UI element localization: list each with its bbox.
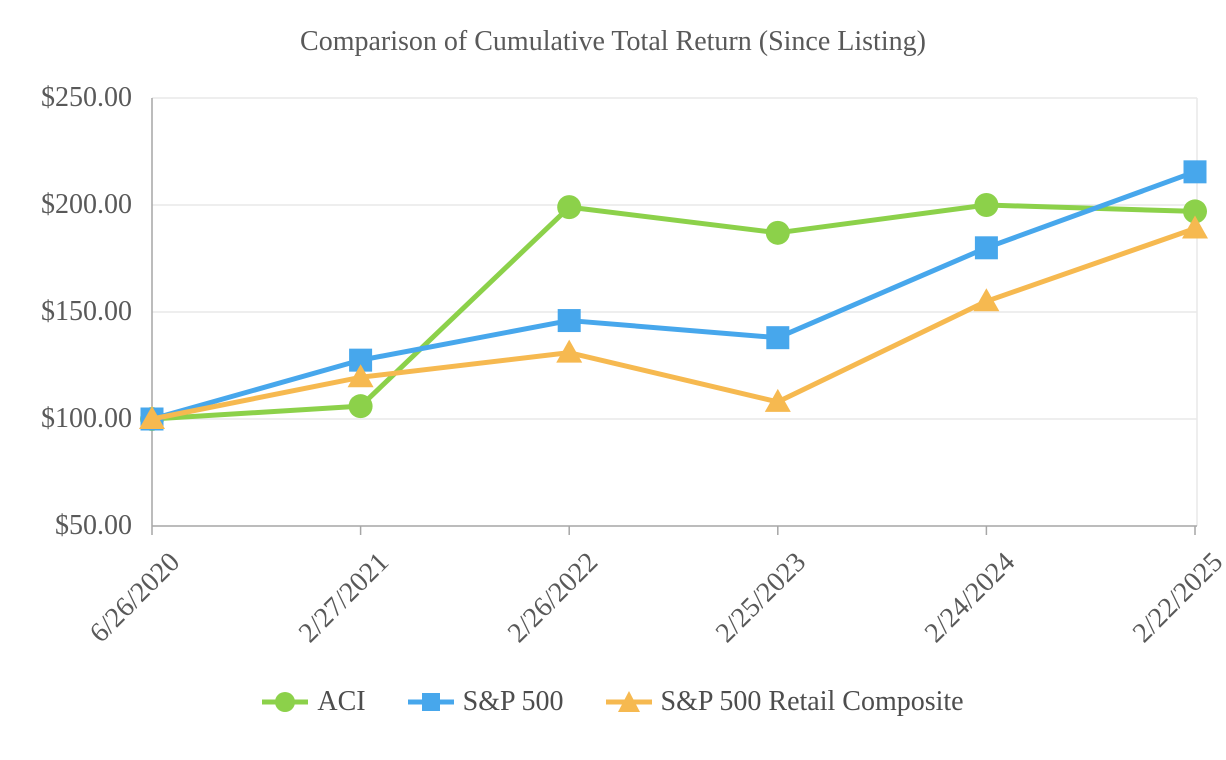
y-axis-tick-label: $250.00 — [41, 82, 132, 113]
legend-item-sp500-retail-composite: S&P 500 Retail Composite — [605, 686, 964, 717]
legend-item-aci: ACI — [262, 686, 366, 717]
legend-item-sp500: S&P 500 — [407, 686, 564, 717]
legend: ACI S&P 500 S&P 500 Retail Composite — [0, 688, 1226, 716]
sp500-retail-composite-series-marker-icon — [605, 691, 652, 712]
y-axis-tick-label: $200.00 — [41, 189, 132, 220]
sp500-series-marker-icon — [407, 693, 454, 711]
aci-series-marker-icon — [262, 692, 309, 712]
y-axis-tick-label: $150.00 — [41, 296, 132, 327]
legend-label: S&P 500 Retail Composite — [660, 686, 964, 717]
y-axis-tick-label: $50.00 — [55, 510, 132, 541]
legend-label: ACI — [317, 686, 366, 717]
legend-label: S&P 500 — [462, 686, 564, 717]
y-axis-tick-label: $100.00 — [41, 403, 132, 434]
chart-title: Comparison of Cumulative Total Return (S… — [300, 26, 926, 57]
